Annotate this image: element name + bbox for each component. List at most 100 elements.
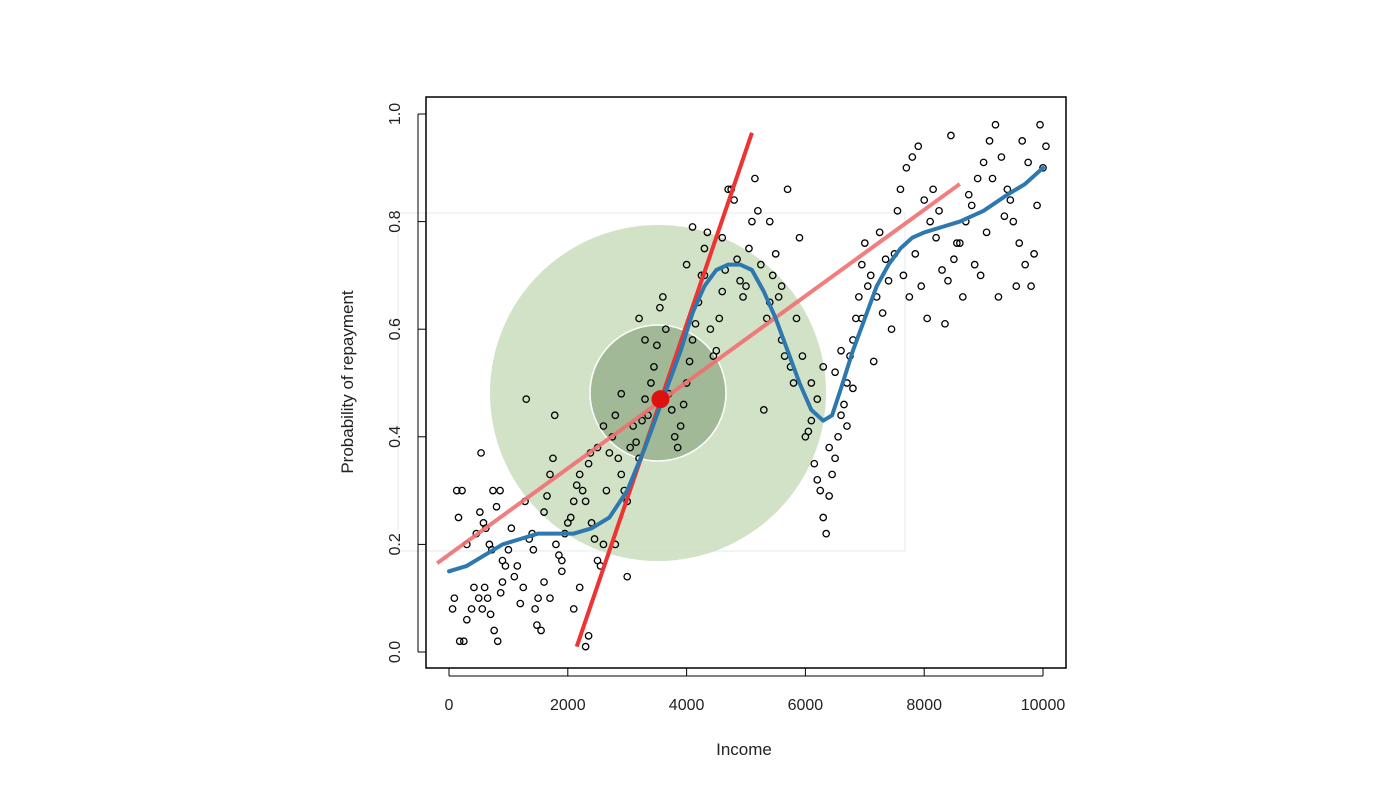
data-point	[923, 314, 932, 323]
data-point	[458, 486, 466, 495]
data-point	[533, 621, 541, 629]
data-point	[718, 287, 727, 296]
regression-line	[435, 182, 962, 565]
data-point	[496, 486, 504, 495]
data-point	[513, 562, 522, 570]
data-point	[988, 174, 997, 183]
axes: 0 2000 4000 6000 8000 10000 0.0 0.2 0.4 0.6 0.8 1.0	[387, 96, 1067, 714]
y-tick-label: 1.0	[387, 103, 404, 125]
data-point	[531, 605, 539, 613]
data-point	[498, 578, 507, 586]
data-point	[819, 513, 828, 522]
data-point	[1033, 201, 1041, 210]
data-point	[688, 336, 697, 344]
data-point	[599, 422, 608, 430]
data-point	[454, 513, 463, 522]
data-point	[584, 459, 593, 468]
y-axis-label: Probability of repayment	[338, 290, 357, 474]
data-point	[768, 271, 777, 280]
data-point	[736, 276, 744, 285]
data-point	[759, 406, 768, 414]
data-point	[837, 411, 845, 420]
data-point	[789, 379, 798, 387]
data-point	[807, 416, 816, 425]
data-point	[798, 352, 807, 360]
data-point	[448, 605, 457, 613]
data-point	[783, 185, 792, 194]
data-point	[893, 206, 902, 215]
x-tick-label: 2000	[550, 697, 586, 714]
data-point	[754, 206, 762, 215]
data-point	[985, 137, 994, 145]
data-point	[474, 594, 483, 603]
data-point	[667, 406, 676, 414]
data-point	[825, 443, 834, 452]
data-point	[843, 422, 851, 430]
data-point	[641, 336, 649, 344]
data-point	[926, 217, 934, 226]
data-point	[813, 475, 822, 484]
data-point	[507, 524, 516, 533]
data-point	[617, 389, 626, 398]
data-point	[840, 400, 848, 409]
data-point	[807, 379, 816, 387]
data-point	[470, 583, 478, 592]
data-point	[519, 583, 528, 592]
data-point	[765, 217, 774, 226]
data-point	[745, 244, 753, 253]
data-point	[819, 363, 828, 371]
data-point	[715, 314, 724, 323]
data-point	[691, 319, 700, 328]
data-point	[650, 363, 658, 371]
data-point	[641, 395, 649, 403]
data-point	[670, 432, 679, 441]
data-point	[825, 492, 834, 500]
data-point	[908, 153, 917, 161]
data-point	[1018, 137, 1027, 145]
data-point	[1006, 196, 1015, 204]
data-point	[534, 594, 542, 603]
data-point	[1024, 158, 1033, 167]
data-point	[932, 233, 940, 242]
data-point	[860, 239, 869, 247]
plot-frame	[425, 96, 1067, 669]
data-point	[774, 293, 783, 301]
data-point	[581, 642, 590, 651]
data-point	[914, 142, 923, 151]
data-point	[647, 379, 655, 387]
data-point	[635, 314, 643, 323]
data-point	[529, 545, 538, 554]
data-point	[1027, 282, 1035, 291]
data-point	[540, 578, 548, 586]
data-point	[478, 605, 487, 613]
data-point	[676, 422, 685, 430]
data-point	[584, 632, 593, 640]
fit-lines	[435, 132, 1045, 648]
data-point	[878, 309, 887, 317]
data-point	[483, 594, 492, 603]
data-point	[777, 282, 786, 291]
data-point	[950, 255, 958, 264]
data-point	[550, 411, 559, 420]
data-point	[795, 233, 804, 242]
data-point	[450, 594, 459, 603]
data-point	[967, 201, 976, 210]
data-point	[679, 400, 688, 409]
data-point	[578, 486, 587, 495]
data-point	[496, 588, 505, 597]
data-point	[581, 497, 590, 506]
data-point	[638, 416, 646, 425]
data-point	[656, 303, 664, 312]
data-point	[661, 325, 670, 334]
data-point	[863, 282, 872, 291]
data-point	[866, 271, 875, 280]
data-point	[855, 293, 863, 301]
data-point	[831, 368, 839, 377]
data-point	[682, 260, 691, 269]
data-point	[537, 626, 545, 635]
data-point	[810, 459, 819, 468]
data-point	[718, 233, 727, 242]
data-point	[958, 293, 967, 301]
data-point	[887, 325, 896, 334]
data-point	[504, 545, 513, 554]
